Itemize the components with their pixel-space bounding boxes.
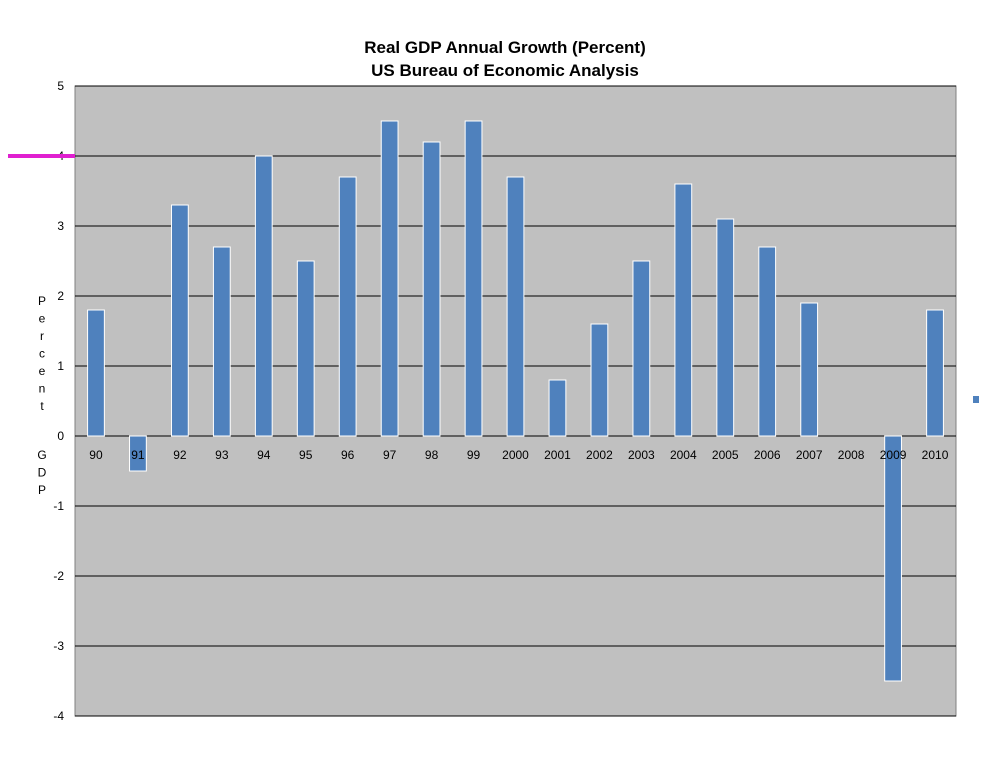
- bar: [422, 141, 441, 437]
- x-tick-label: 2010: [922, 448, 949, 462]
- bar: [758, 246, 777, 437]
- y-tick-label: 0: [57, 429, 64, 443]
- x-axis-ticks: 90 91 92 93 94 95 96 97 98 99 2000 2001 2002 2003 2004…: [89, 448, 948, 462]
- y-tick-label: 1: [57, 359, 64, 373]
- x-tick-label: 98: [425, 448, 439, 462]
- bar: [674, 183, 693, 437]
- bar: [296, 260, 315, 437]
- bar: [464, 120, 483, 437]
- bar: [338, 176, 357, 437]
- x-tick-label: 2008: [838, 448, 865, 462]
- x-tick-label: 2003: [628, 448, 655, 462]
- bars: [87, 120, 944, 682]
- y-tick-label: -1: [53, 499, 64, 513]
- bar: [590, 323, 609, 437]
- x-tick-label: 91: [131, 448, 145, 462]
- bar: [800, 302, 819, 437]
- x-tick-label: 2002: [586, 448, 613, 462]
- x-tick-label: 2009: [880, 448, 907, 462]
- x-tick-label: 2004: [670, 448, 697, 462]
- chart-subtitle: US Bureau of Economic Analysis: [371, 61, 639, 80]
- x-tick-label: 90: [89, 448, 103, 462]
- x-tick-label: 93: [215, 448, 229, 462]
- y-tick-label: 3: [57, 219, 64, 233]
- x-tick-label: 97: [383, 448, 397, 462]
- chart-title: Real GDP Annual Growth (Percent): [364, 38, 646, 57]
- bar: [716, 218, 735, 437]
- bar: [380, 120, 399, 437]
- bar: [254, 155, 273, 437]
- x-tick-label: 2007: [796, 448, 823, 462]
- x-tick-label: 92: [173, 448, 187, 462]
- y-tick-label: -4: [53, 709, 64, 723]
- y-axis-ticks: -4-3-2-1012345: [53, 79, 64, 723]
- x-tick-label: 95: [299, 448, 313, 462]
- bar: [884, 435, 902, 682]
- bar: [212, 246, 231, 437]
- x-tick-label: 2000: [502, 448, 529, 462]
- x-tick-label: 99: [467, 448, 481, 462]
- legend-swatch: [973, 396, 979, 403]
- y-tick-label: -2: [53, 569, 64, 583]
- x-tick-label: 2006: [754, 448, 781, 462]
- y-tick-label: 2: [57, 289, 64, 303]
- x-tick-label: 2005: [712, 448, 739, 462]
- bar: [926, 309, 944, 437]
- bar: [506, 176, 525, 437]
- x-tick-label: 94: [257, 448, 271, 462]
- x-tick-label: 96: [341, 448, 355, 462]
- bar: [632, 260, 651, 437]
- y-tick-label: 5: [57, 79, 64, 93]
- x-tick-label: 2001: [544, 448, 571, 462]
- bar: [87, 309, 105, 437]
- bar: [170, 204, 189, 437]
- bar: [129, 435, 147, 472]
- bar: [548, 379, 567, 437]
- y-tick-label: -3: [53, 639, 64, 653]
